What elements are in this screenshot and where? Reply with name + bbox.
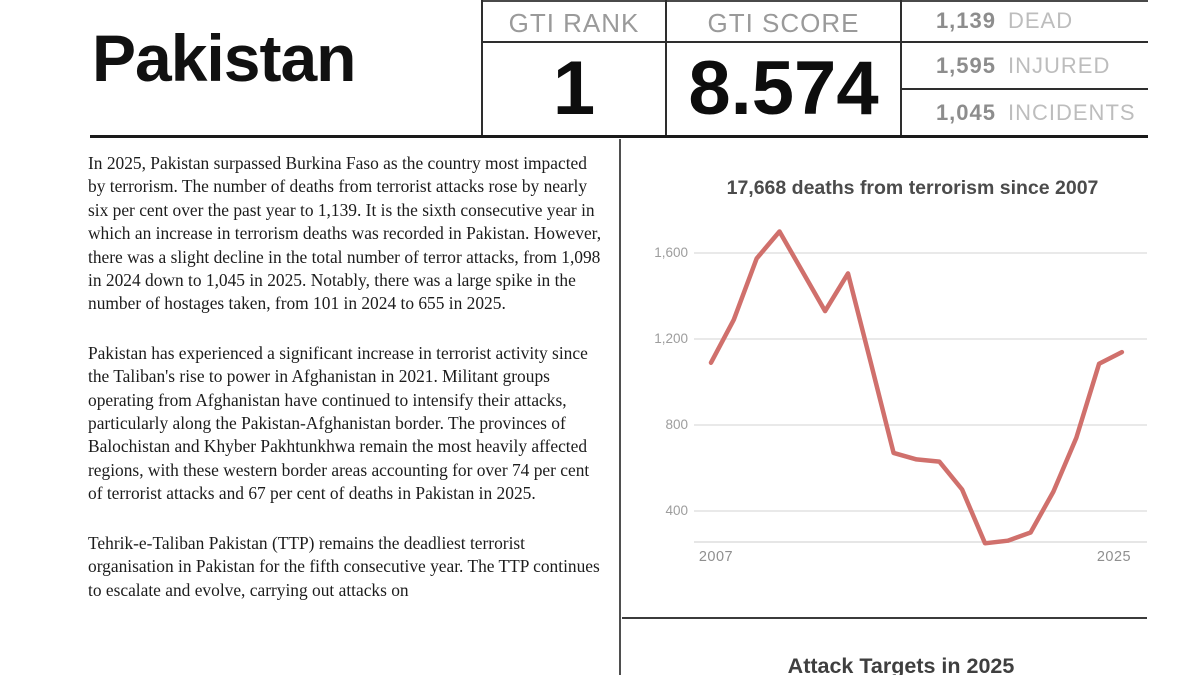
stats-row-divider <box>901 88 1148 90</box>
y-axis-tick-label: 400 <box>665 503 688 518</box>
paragraph-ttp: Tehrik-e-Taliban Pakistan (TTP) remains … <box>88 532 600 600</box>
x-axis-tick-label: 2025 <box>1096 549 1132 565</box>
dead-label: DEAD <box>1008 7 1074 33</box>
injured-label: INJURED <box>1008 52 1111 78</box>
chart-section-divider <box>622 617 1147 619</box>
header-divider-vertical <box>900 0 902 137</box>
header-divider-vertical <box>481 0 483 137</box>
y-axis-tick-label: 1,200 <box>654 331 688 346</box>
gti-score-label: GTI SCORE <box>707 8 860 38</box>
header-divider-horizontal <box>482 41 1148 43</box>
deaths-trend-line <box>708 229 1125 546</box>
stat-row-incidents: 1,045 INCIDENTS <box>901 90 1148 135</box>
dead-count: 1,139 <box>935 7 996 33</box>
header-bottom-border <box>90 135 1148 138</box>
y-axis-tick-label: 1,600 <box>654 245 688 260</box>
gti-score-value: 8.574 <box>688 46 879 131</box>
y-axis-tick-label: 800 <box>665 417 688 432</box>
x-axis-tick-label: 2007 <box>698 549 734 565</box>
chart-title: 17,668 deaths from terrorism since 2007 <box>726 177 1099 199</box>
paragraph-taliban-rise: Pakistan has experienced a significant i… <box>88 342 590 504</box>
gti-rank-value: 1 <box>552 46 596 131</box>
injured-count: 1,595 <box>935 52 996 78</box>
incidents-label: INCIDENTS <box>1008 99 1136 125</box>
header-top-border <box>482 0 1148 2</box>
incidents-count: 1,045 <box>935 99 996 125</box>
country-title: Pakistan <box>92 21 356 95</box>
attack-targets-heading: Attack Targets in 2025 <box>787 654 1015 675</box>
deaths-line-chart <box>694 229 1147 546</box>
column-divider <box>619 139 621 675</box>
paragraph-overview: In 2025, Pakistan surpassed Burkina Faso… <box>88 153 602 314</box>
header-divider-vertical <box>665 0 667 137</box>
stat-row-injured: 1,595 INJURED <box>901 43 1148 88</box>
stat-row-dead: 1,139 DEAD <box>901 0 1148 41</box>
gti-rank-label: GTI RANK <box>508 8 640 38</box>
article-text-column: In 2025, Pakistan surpassed Burkina Faso… <box>88 152 603 628</box>
